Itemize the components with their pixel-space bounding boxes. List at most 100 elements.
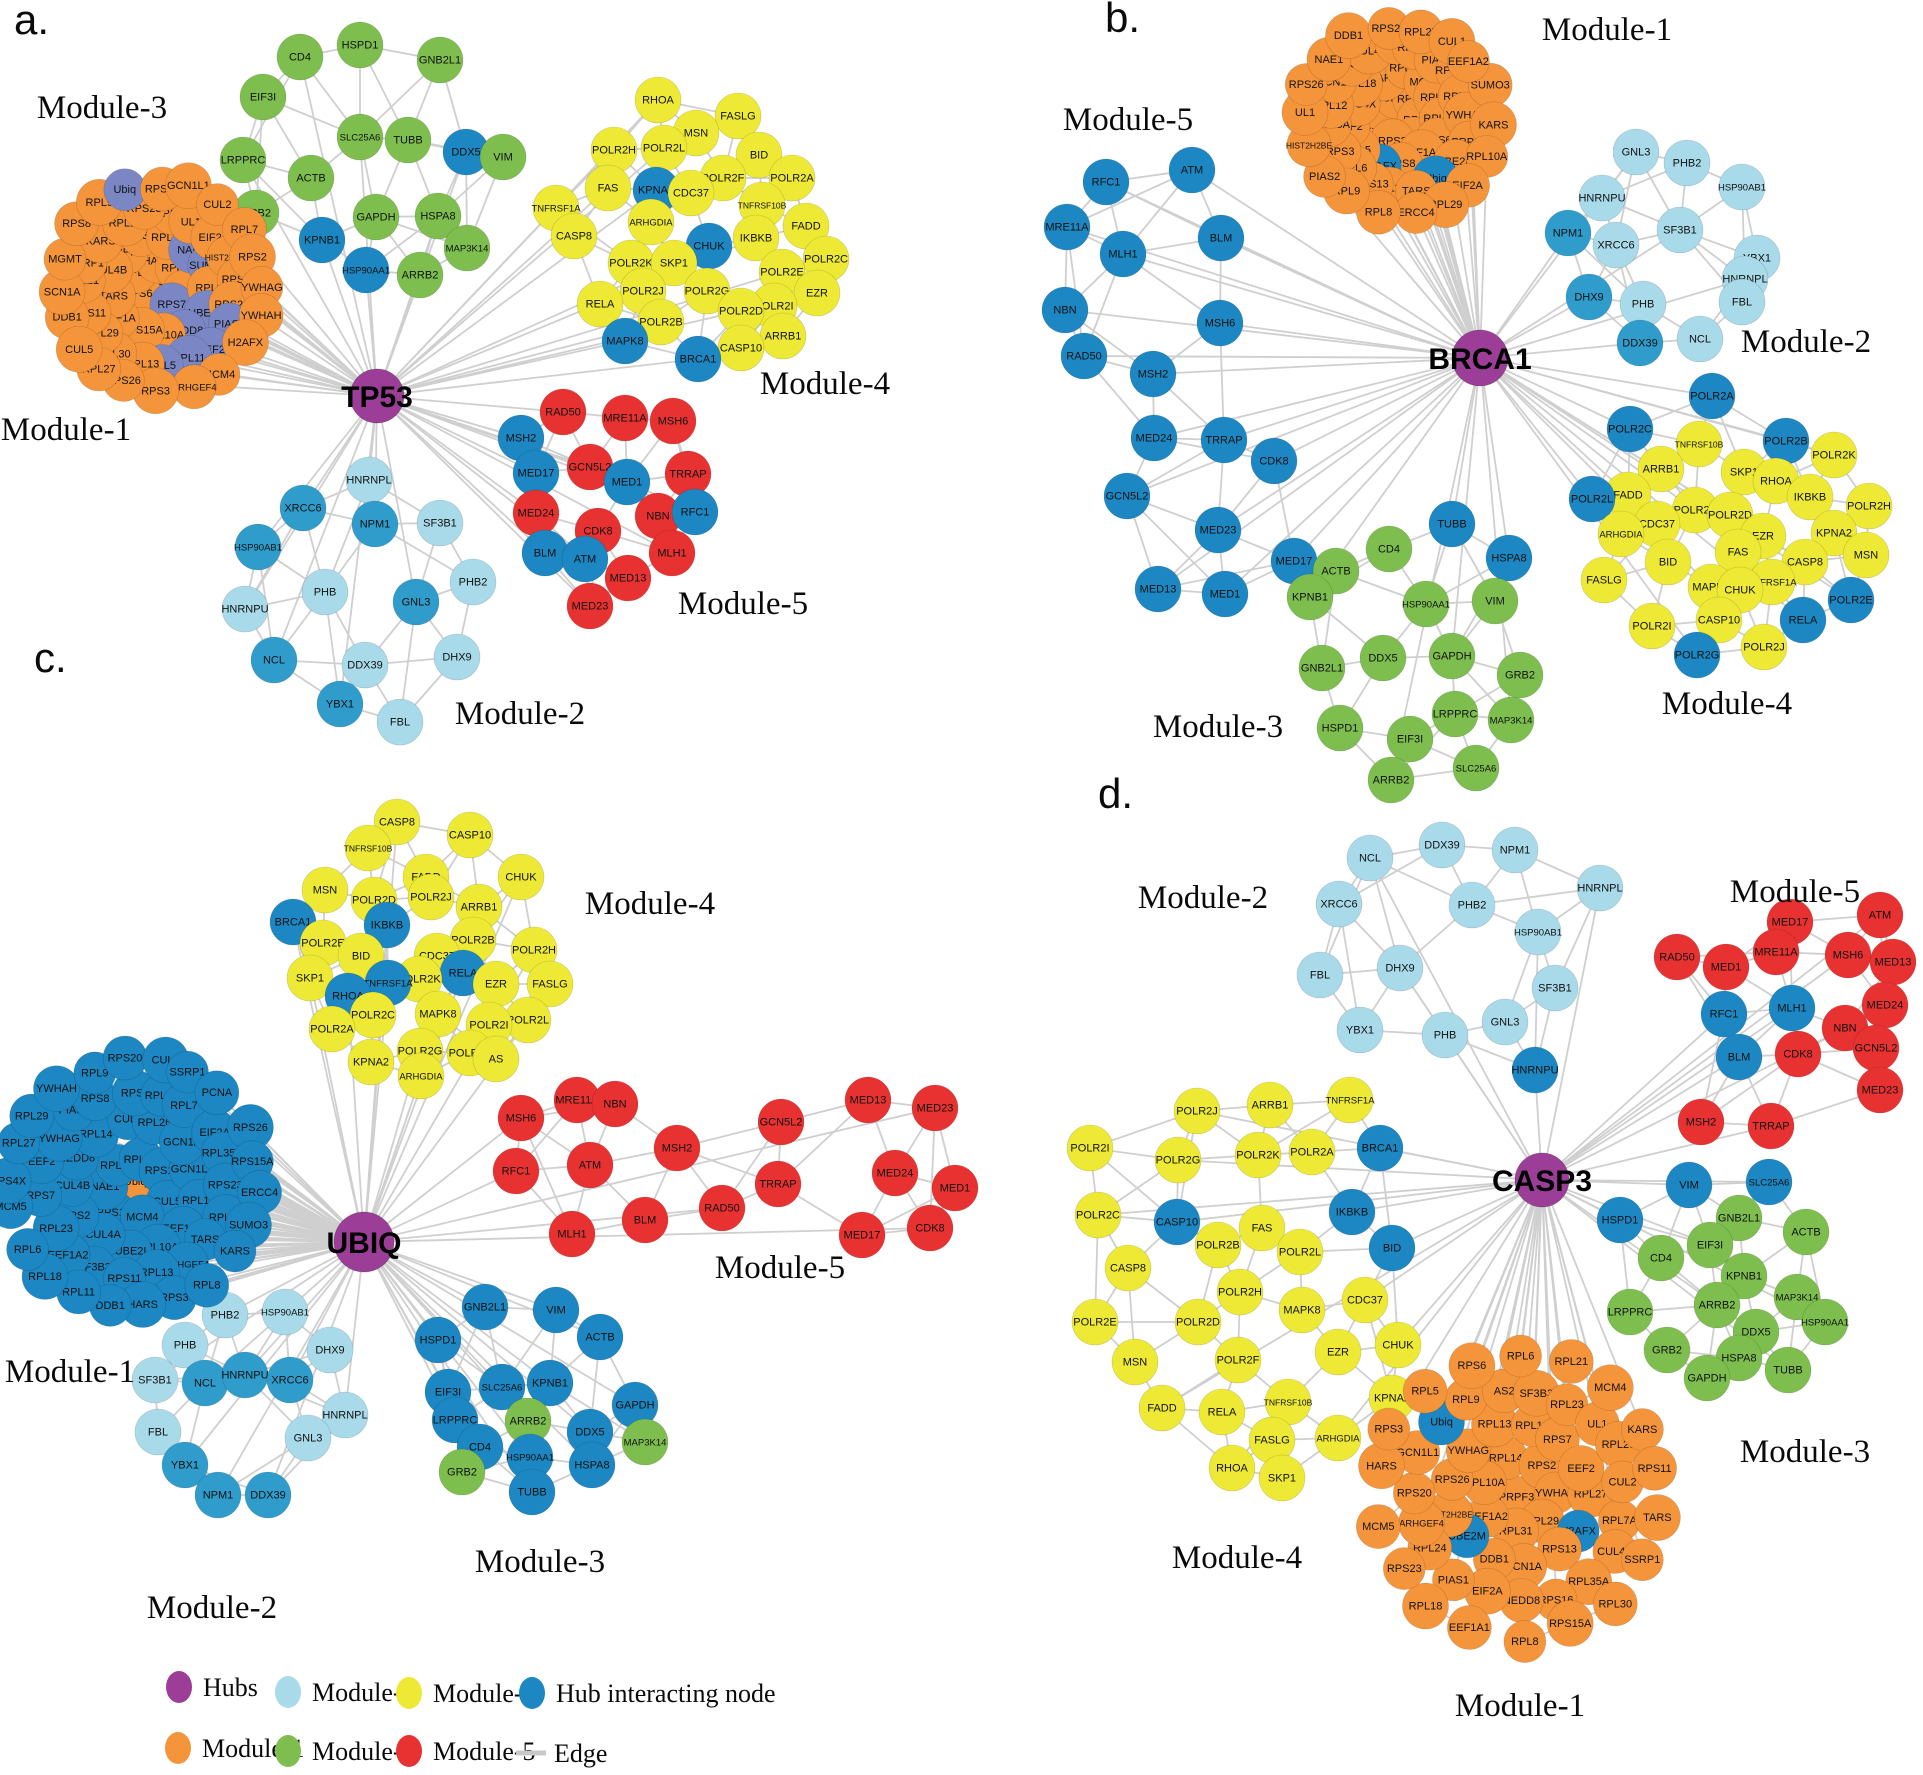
network-node: [1428, 632, 1476, 680]
node-label: MAP3K14: [1776, 1293, 1819, 1304]
hub-edge: [1122, 253, 1481, 359]
network-node: [234, 523, 282, 571]
node-label: PRPF3: [107, 246, 142, 258]
node-label: MED1: [1210, 589, 1241, 601]
network-node: [1134, 565, 1182, 613]
hub-edge: [1224, 357, 1481, 595]
node-label: SKP1: [660, 258, 688, 270]
network-node: [352, 193, 400, 241]
node-label: FADD: [791, 221, 820, 233]
node-label: CUL4A: [85, 1229, 121, 1241]
node-label: CDK8: [915, 1223, 944, 1235]
network-node: [301, 568, 349, 616]
network-node: [603, 458, 651, 506]
network-node: [561, 535, 609, 583]
node-label: POLR2K: [1812, 450, 1856, 462]
network-node: [1643, 1326, 1691, 1374]
node-label: GCN5L2: [1855, 1043, 1898, 1055]
node-label: MED17: [1772, 917, 1809, 929]
network-node: [1194, 1221, 1242, 1269]
node-label: RPL27: [1574, 1489, 1608, 1501]
node-label: ACTB: [1321, 566, 1350, 578]
node-label: NPM1: [1500, 845, 1531, 857]
network-node: [336, 113, 384, 161]
node-label: LRPPRC: [1608, 1307, 1653, 1319]
node-label: HSP90AB1: [1718, 183, 1766, 194]
node-label: DDB1: [1480, 1554, 1509, 1566]
node-label: KARS: [220, 1246, 250, 1258]
hub-edge: [376, 395, 417, 603]
node-label: RFC1: [1092, 177, 1121, 189]
node-label: GNL3: [1622, 147, 1651, 159]
network-node: [1276, 1228, 1324, 1276]
node-label: MSH6: [506, 1113, 537, 1125]
network-node: [1578, 174, 1626, 222]
node-label: POLR2E: [1073, 1317, 1116, 1329]
node-label: TNFRSF1A: [1747, 578, 1797, 589]
node-label: MRE11A: [1045, 222, 1089, 234]
network-node: [1487, 696, 1535, 744]
node-label: HSP90AA1: [506, 1453, 554, 1464]
node-label: MSH2: [662, 1143, 693, 1155]
node-label: FAS: [1728, 547, 1749, 559]
network-node: [222, 319, 269, 366]
node-label: KPNB1: [532, 1378, 568, 1390]
node-label: BID: [352, 951, 370, 963]
node-label: RPL23: [39, 1223, 73, 1235]
hub-edge: [376, 207, 557, 397]
node-label: ARRB1: [1252, 1100, 1289, 1112]
legend-swatch-m5: [396, 1735, 422, 1767]
network-node: [286, 954, 334, 1002]
network-node: [1365, 525, 1413, 573]
node-label: GNL3: [294, 1433, 323, 1445]
node-label: DDB1: [53, 312, 82, 324]
hub-edge: [363, 1241, 551, 1384]
network-node: [793, 269, 841, 317]
node-label: GCN1A: [163, 1137, 202, 1149]
network-node: [566, 582, 614, 630]
network-node: [591, 1080, 639, 1128]
node-label: RPS3: [1374, 1424, 1403, 1436]
node-label: MED1: [940, 1183, 971, 1195]
hub-edge: [363, 1241, 533, 1493]
node-label: DDX39: [1424, 840, 1459, 852]
network-node: [1326, 1076, 1374, 1124]
hub-edge: [1390, 357, 1481, 781]
node-label: MED13: [1140, 584, 1177, 596]
node-label: ARHGDIA: [1316, 1434, 1360, 1445]
network-node: [239, 73, 287, 121]
network-node: [1200, 416, 1248, 464]
node-label: POLR2L: [1571, 494, 1613, 506]
node-label: MAP3K14: [624, 1438, 667, 1449]
node-label: ATM: [1869, 910, 1891, 922]
network-node: [497, 1094, 545, 1142]
network-node: [376, 698, 424, 746]
node-label: ARRB1: [461, 902, 498, 914]
network-node: [55, 325, 103, 373]
node-label: UL1: [1587, 1419, 1607, 1431]
module-label: Module-1: [1542, 12, 1672, 48]
node-label: NPM1: [1553, 228, 1584, 240]
node-label: RAD50: [704, 1203, 739, 1215]
network-node: [449, 558, 497, 606]
node-label: POLR2C: [1608, 424, 1652, 436]
node-label: POLR2D: [1708, 510, 1752, 522]
network-node: [1418, 821, 1466, 869]
network-node: [1531, 964, 1579, 1012]
network-node: [1448, 1342, 1496, 1389]
node-label: YWHAG: [38, 1133, 80, 1145]
node-label: TUBB: [517, 1487, 546, 1499]
network-node: [1168, 146, 1216, 194]
node-label: RPS2: [238, 251, 267, 263]
network-node: [1715, 1033, 1763, 1081]
node-label: ACTB: [1791, 1227, 1820, 1239]
node-label: HIST2H2BE: [1286, 140, 1333, 150]
node-label: RELA: [449, 968, 478, 980]
node-label: TRRAP: [669, 469, 706, 481]
node-label: BID: [1383, 1243, 1401, 1255]
node-label: RPS23: [208, 1179, 243, 1191]
network-node: [1720, 1252, 1768, 1300]
node-label: RPS23: [1387, 1563, 1422, 1575]
network-node: [392, 578, 440, 626]
node-label: POLR2C: [351, 1010, 395, 1022]
